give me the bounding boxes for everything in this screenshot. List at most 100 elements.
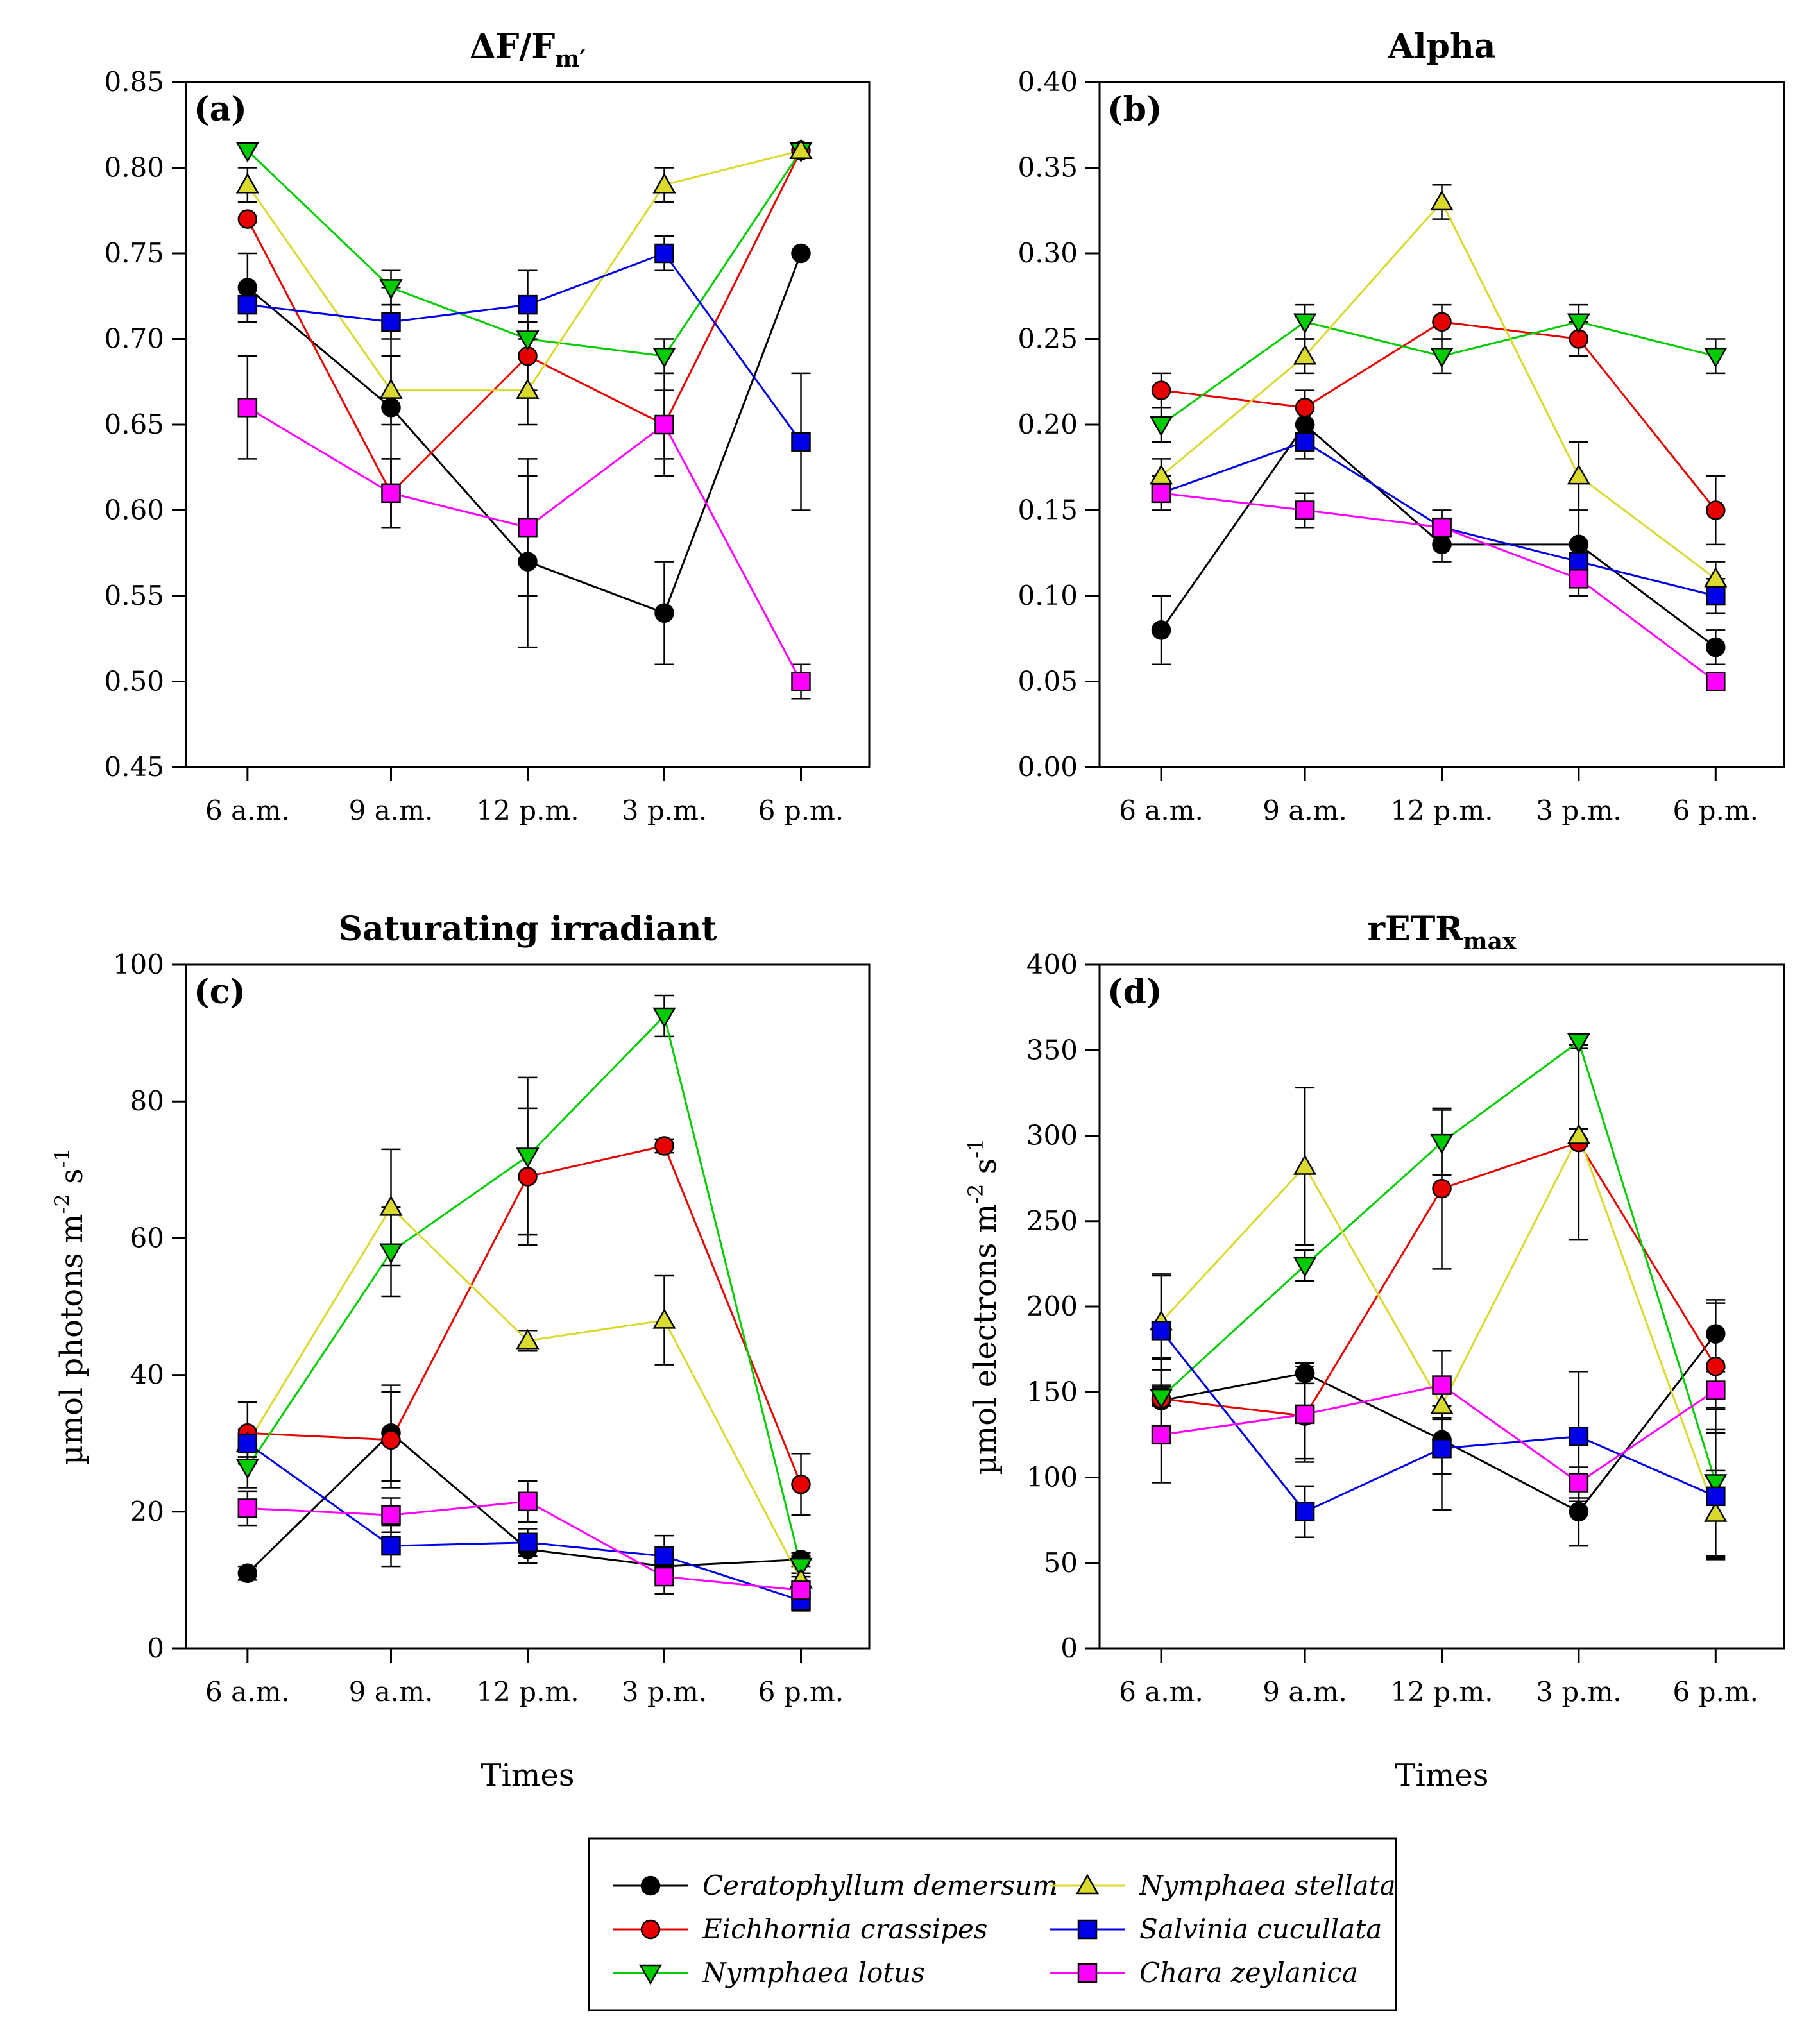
data-point [237,1563,258,1583]
data-point [1295,414,1315,435]
data-point [1432,312,1452,332]
y-tick-label: 0.00 [1017,751,1078,783]
x-tick-label: 3 p.m. [1536,795,1622,826]
data-point [518,1167,538,1187]
y-tick-label: 350 [1026,1034,1078,1065]
data-point [1293,1257,1317,1278]
y-tick-label: 0.75 [104,237,164,269]
panel-label: (c) [194,972,246,1012]
panel-a: ΔF/Fm′ (a) 0.45 0.50 0.55 0.60 0.65 0.70 0.75 0.8… [104,27,871,826]
x-tick-label: 6 p.m. [758,1676,844,1707]
legend-entry: Eichhornia crassipes [613,1913,987,1945]
data-point [516,330,540,351]
markers-salvinia-cucullata [1151,1321,1726,1522]
data-point [654,603,674,623]
y-tick-label: 0.30 [1017,237,1078,269]
y-tick-label: 0.25 [1017,323,1078,355]
data-point [516,1328,540,1350]
data-point [379,1195,403,1216]
data-point [1295,1502,1315,1522]
data-point [1569,569,1589,589]
y-axis-label-superscript: -1 [50,1148,74,1168]
data-point [654,1566,674,1587]
legend-frame [588,1837,1397,2011]
y-tick-label: 0.55 [104,580,164,611]
data-point [1704,1474,1728,1495]
x-tick-label: 6 a.m. [1119,1676,1203,1707]
x-tick-label: 9 a.m. [1263,795,1347,826]
y-tick-label: 0 [1060,1632,1078,1664]
markers-salvinia-cucullata [237,243,811,452]
panels: ΔF/Fm′ (a) 0.45 0.50 0.55 0.60 0.65 0.70 0.75 0.8… [50,27,1785,1793]
y-tick-label: 0.65 [104,409,164,440]
y-axis-label-main: µmol photons m [54,1214,90,1464]
data-point [791,243,811,264]
y-tick-label: 0.85 [104,66,164,97]
x-axis-label: Times [481,1757,575,1793]
data-point [1295,1363,1315,1384]
markers-nymphaea-stellata [235,139,813,399]
data-point [652,347,676,368]
markers-nymphaea-lotus [1149,313,1728,437]
data-point [237,278,258,298]
x-axis-label: Times [1395,1757,1489,1793]
markers-chara-zeylanica [1151,1375,1726,1493]
y-tick-label: 0.60 [104,495,164,526]
y-tick-label: 0.50 [104,666,164,697]
data-point [652,1308,676,1329]
legend-marker [638,1964,663,1985]
data-point [237,1433,258,1453]
y-tick-label: 150 [1026,1376,1078,1407]
data-point [1706,1380,1726,1400]
data-point [654,243,674,264]
y-tick-label: 80 [130,1085,164,1117]
data-point [379,1243,403,1264]
data-point [789,139,813,160]
y-tick-label: 50 [1044,1547,1078,1579]
panel-title: ΔF/Fm′ [470,27,586,72]
legend-marker [1077,1919,1098,1940]
y-axis-label-unit: s [54,1168,90,1194]
panel-title: Alpha [1388,27,1496,66]
panel-c: Saturating irradiant (c) 0 20 40 60 80 100 6 a.m… [50,910,871,1793]
legend-label: Salvinia cucullata [1139,1913,1382,1945]
panel-title: Saturating irradiant [338,910,717,949]
y-tick-label: 20 [130,1496,164,1527]
y-axis-label-superscript: -1 [964,1139,988,1158]
legend-marker [640,1875,661,1896]
data-point [237,294,258,315]
markers-nymphaea-lotus [235,1007,813,1579]
markers-chara-zeylanica [237,398,811,691]
legend-label: Chara zeylanica [1139,1957,1358,1988]
x-tick-label: 6 p.m. [1673,795,1759,826]
y-tick-label: 250 [1026,1205,1078,1237]
data-point [1151,483,1171,504]
data-point [1432,1375,1452,1395]
y-tick-label: 0.35 [1017,152,1078,183]
data-point [1295,432,1315,452]
y-tick-label: 0.45 [104,751,164,783]
x-tick-label: 12 p.m. [476,1676,579,1707]
data-point [652,173,676,194]
panel-title: rETRmax [1368,910,1517,955]
data-point [1569,1473,1589,1493]
data-point [518,552,538,572]
y-axis-label: µmol electrons m-2 s-1 [964,1139,1003,1475]
data-point [1569,552,1589,572]
data-point [516,1147,540,1168]
x-tick-label: 12 p.m. [1390,795,1493,826]
x-tick-label: 12 p.m. [476,795,579,826]
data-point [1706,500,1726,520]
panel-title-subscript: max [1463,928,1517,955]
y-axis-label-main: µmol electrons m [967,1204,1003,1475]
panel-label: (d) [1107,972,1162,1012]
x-tick-label: 6 p.m. [1673,1676,1759,1707]
data-point [1430,190,1454,211]
data-point [1704,1501,1728,1522]
data-point [1432,1178,1452,1199]
data-point [791,432,811,452]
data-point [235,1459,260,1480]
data-point [791,1474,811,1494]
x-tick-label: 6 a.m. [1119,795,1203,826]
